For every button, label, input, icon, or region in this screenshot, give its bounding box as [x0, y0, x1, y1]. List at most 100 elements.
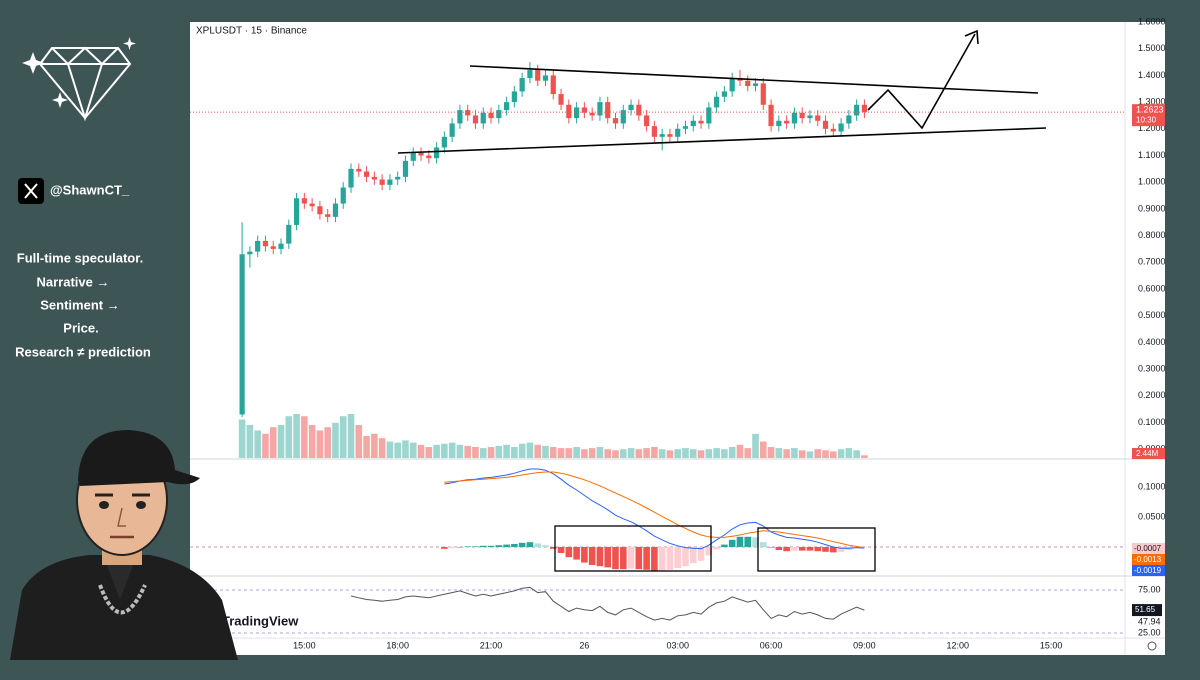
bio-line: Research ≠ prediction — [15, 344, 151, 359]
rsi-label: 51.65 — [1135, 605, 1156, 614]
indicator-badge — [1132, 543, 1165, 554]
candle-body — [675, 128, 681, 137]
candle-body — [239, 254, 245, 415]
volume-bar — [728, 447, 736, 458]
histogram-bar — [775, 546, 783, 550]
y-tick-label: 0.0500 — [1138, 511, 1166, 521]
volume-bar — [674, 449, 682, 458]
candle-body — [854, 104, 860, 116]
volume-bar — [448, 442, 456, 458]
indicator-label: -0.0007 — [1134, 544, 1162, 553]
volume-bar — [612, 450, 619, 458]
volume-bar — [495, 445, 503, 458]
diamond-logo — [22, 37, 136, 122]
y-tick-label: 1.1000 — [1138, 150, 1166, 160]
candle-body — [589, 112, 595, 116]
y-tick-label: 1.2000 — [1138, 123, 1166, 133]
candle-body — [527, 70, 533, 79]
histogram-bar — [456, 546, 464, 548]
histogram-bar — [635, 546, 643, 570]
volume-bar — [378, 438, 386, 458]
y-tick-label: 0.1000 — [1138, 417, 1166, 427]
histogram-bar — [511, 543, 518, 547]
volume-bar — [472, 447, 479, 458]
candle-body — [542, 75, 549, 81]
volume-bar — [713, 448, 720, 458]
candle-body — [449, 123, 455, 137]
settings-icon[interactable] — [1147, 641, 1157, 651]
histogram-bar — [658, 546, 666, 571]
volume-bar — [744, 448, 752, 458]
candle-body — [340, 187, 346, 204]
y-tick-label: 0.6000 — [1138, 283, 1166, 293]
y-tick-label: 25.00 — [1138, 627, 1161, 637]
candle-body — [667, 134, 673, 137]
candle-body — [714, 96, 720, 108]
volume-bar — [254, 430, 261, 458]
candle-body — [402, 160, 409, 177]
y-tick-label: 0.2000 — [1138, 390, 1166, 400]
y-tick-label: 0.7000 — [1138, 257, 1166, 267]
volume-bar — [417, 444, 425, 458]
volume-bar — [829, 451, 837, 458]
candle-body — [325, 214, 331, 217]
volume-bar — [627, 448, 635, 458]
histogram-bar — [861, 546, 868, 548]
volume-bar — [269, 427, 277, 458]
candle-body — [636, 104, 642, 116]
candle-body — [317, 206, 323, 215]
candle-body — [784, 120, 790, 124]
histogram-bar — [612, 546, 619, 570]
volume-bar — [689, 449, 697, 458]
indicator-label: -0.0019 — [1134, 566, 1162, 575]
volume-bar — [767, 447, 775, 458]
volume-bar — [324, 427, 331, 458]
chart-title: XPLUSDT · 15 · Binance — [196, 26, 307, 37]
candle-body — [371, 176, 377, 180]
histogram-bar — [565, 546, 573, 558]
candle-body — [511, 91, 517, 103]
histogram-bar — [479, 545, 487, 547]
candle-body — [815, 115, 821, 121]
volume-bar — [588, 448, 596, 458]
bio-line: Price. — [63, 320, 98, 335]
indicator-label: -0.0013 — [1134, 555, 1162, 564]
candle-body — [270, 246, 276, 249]
candle-body — [293, 198, 300, 225]
volume-bar — [293, 414, 300, 458]
candle-body — [488, 112, 494, 119]
histogram-bar — [798, 546, 806, 551]
y-tick-label: 0.8000 — [1138, 230, 1166, 240]
candle-body — [441, 136, 447, 148]
volume-bar — [277, 425, 285, 458]
arrow-head — [964, 29, 979, 45]
histogram-bar — [814, 546, 822, 552]
volume-bar — [542, 445, 549, 458]
volume-bar — [526, 442, 534, 458]
candle-body — [247, 251, 253, 255]
histogram-bar — [487, 545, 495, 547]
volume-bar — [246, 425, 254, 458]
volume-bar — [332, 422, 339, 458]
volume-bar — [301, 416, 308, 458]
rsi-ma-label: 47.94 — [1138, 616, 1161, 626]
volume-bar — [775, 448, 783, 458]
histogram-bar — [791, 546, 798, 551]
bio-line: Sentiment → — [40, 297, 119, 312]
volume-bar — [308, 425, 316, 458]
volume-bar — [682, 448, 689, 458]
candle-body — [682, 126, 689, 129]
x-tick-label: 21:00 — [480, 640, 503, 650]
volume-bar — [736, 444, 744, 458]
volume-bar — [814, 449, 822, 458]
candle-body — [286, 224, 292, 244]
volume-bar — [853, 450, 860, 458]
candle-body — [807, 115, 813, 119]
volume-bar — [262, 433, 269, 458]
histogram-bar — [495, 545, 503, 547]
histogram-bar — [464, 546, 471, 547]
candle-body — [745, 80, 751, 87]
x-tick-label: 26 — [579, 640, 589, 650]
candle-body — [433, 147, 440, 159]
candle-body — [566, 104, 572, 119]
